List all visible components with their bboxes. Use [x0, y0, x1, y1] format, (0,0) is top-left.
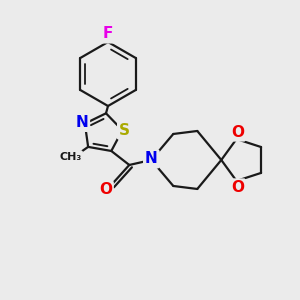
Text: N: N — [145, 152, 158, 166]
Text: N: N — [145, 152, 158, 166]
Text: O: O — [99, 182, 112, 197]
Text: O: O — [231, 180, 244, 195]
Text: O: O — [231, 180, 244, 195]
Text: F: F — [103, 26, 113, 41]
Text: N: N — [76, 115, 88, 130]
Text: S: S — [119, 123, 130, 138]
Text: CH₃: CH₃ — [59, 152, 81, 162]
Text: S: S — [119, 123, 130, 138]
Text: CH₃: CH₃ — [59, 152, 81, 162]
Text: O: O — [231, 124, 244, 140]
Text: F: F — [103, 26, 113, 41]
Text: N: N — [76, 115, 88, 130]
Text: O: O — [99, 182, 112, 197]
Text: O: O — [231, 124, 244, 140]
